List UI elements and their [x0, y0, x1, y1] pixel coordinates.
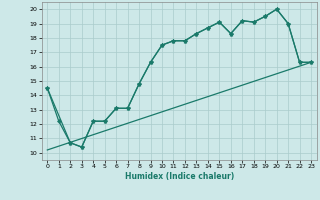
X-axis label: Humidex (Indice chaleur): Humidex (Indice chaleur) [124, 172, 234, 181]
